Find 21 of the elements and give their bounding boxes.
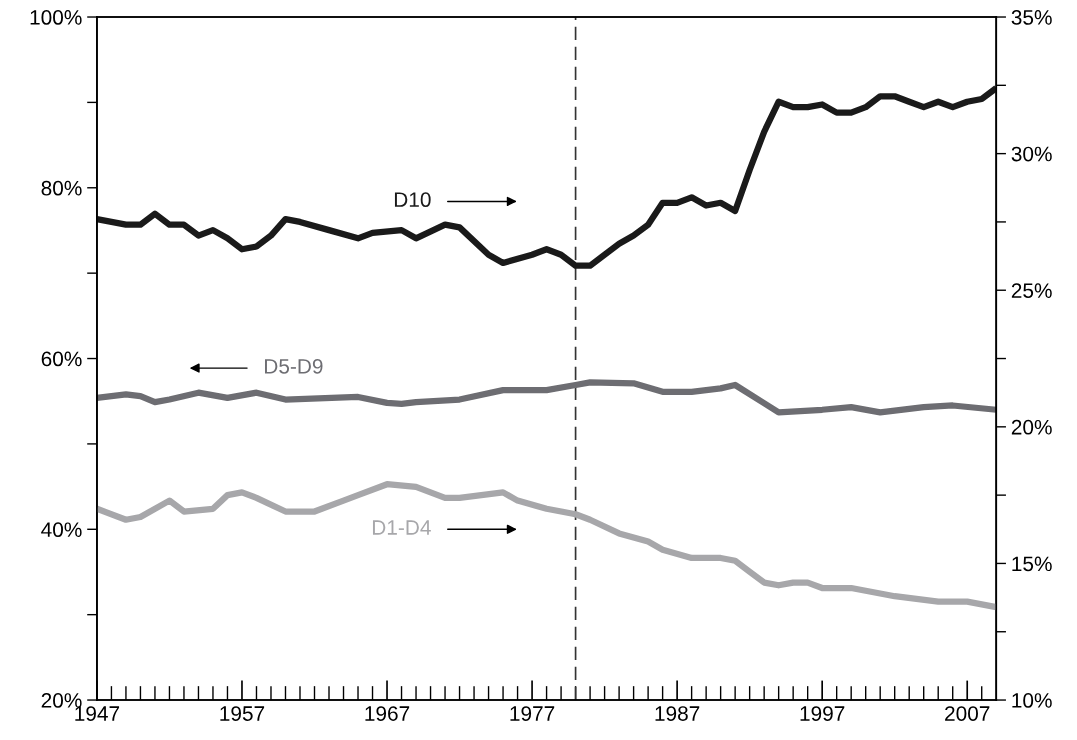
series-label: D10: [394, 192, 431, 208]
y2-tick-label: 25%: [1011, 283, 1052, 298]
x-tick-label: 1987: [655, 706, 700, 721]
y2-tick-label: 10%: [1012, 693, 1052, 708]
y-tick-label: 100%: [30, 10, 82, 25]
series-label: D1-D4: [372, 520, 431, 535]
x-tick-label: 1967: [365, 706, 410, 721]
x-tick-label: 1977: [510, 706, 555, 721]
x-tick-label: 1957: [220, 706, 265, 721]
y-tick-label: 60%: [41, 351, 82, 367]
x-tick-label: 1997: [800, 706, 845, 721]
x-tick-label: 1947: [75, 706, 120, 721]
y2-tick-label: 30%: [1011, 146, 1052, 162]
series-label: D5-D9: [265, 358, 323, 374]
x-tick-label: 2007: [945, 706, 990, 721]
y2-tick-label: 15%: [1012, 556, 1052, 572]
y-tick-label: 20%: [41, 693, 82, 708]
y-tick-label: 80%: [41, 180, 82, 196]
y-tick-label: 40%: [41, 522, 82, 538]
y2-tick-label: 35%: [1011, 10, 1052, 25]
y2-tick-label: 20%: [1011, 419, 1052, 435]
